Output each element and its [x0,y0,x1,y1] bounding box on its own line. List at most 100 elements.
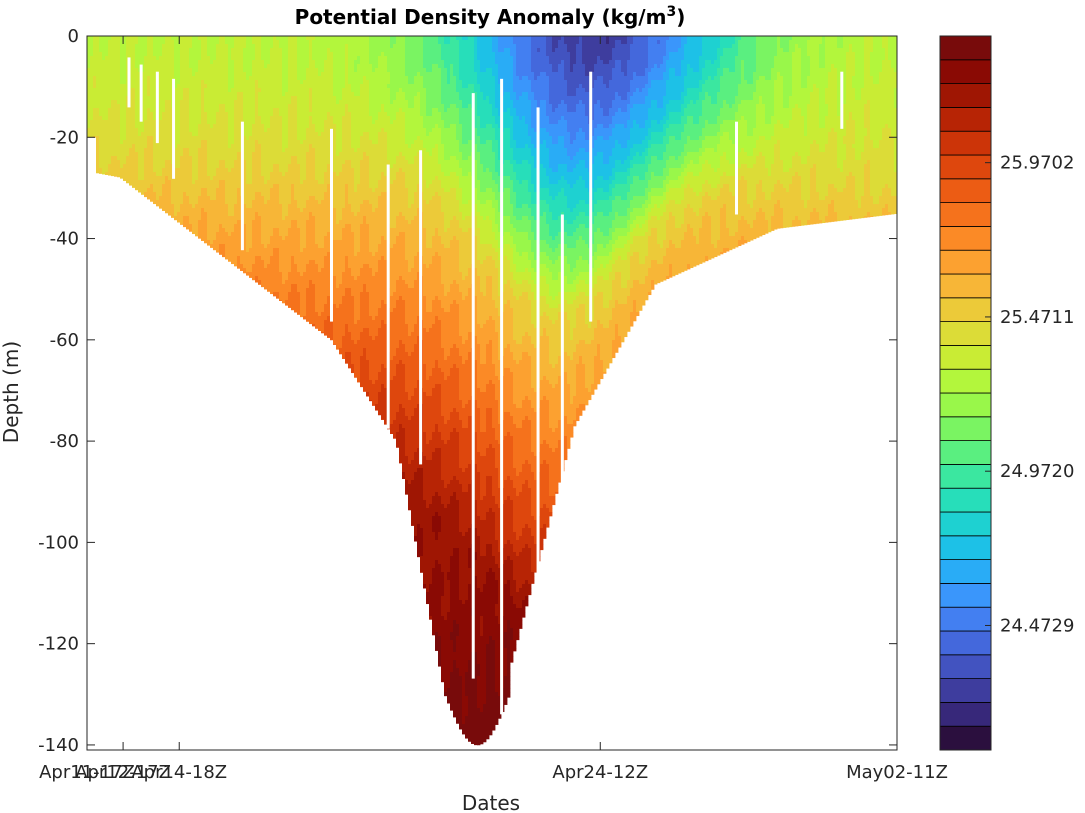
field-cell [315,328,319,329]
field-cell [99,60,103,65]
field-cell [147,88,151,93]
field-cell [321,64,325,69]
field-cell [219,64,223,69]
field-cell [108,120,112,125]
field-cell [288,204,292,209]
field-cell [228,156,232,161]
field-cell [93,132,97,137]
field-cell [183,96,187,101]
field-cell [237,216,241,221]
field-cell [279,216,283,221]
field-cell [201,176,205,181]
field-cell [216,172,220,177]
field-cell [159,128,163,133]
field-cell [231,180,235,185]
field-cell [99,168,103,173]
field-cell [102,128,106,133]
field-cell [99,92,103,97]
field-cell [111,68,115,73]
field-cell [342,264,346,269]
field-cell [90,48,94,53]
field-cell [267,212,271,217]
field-cell [327,144,331,149]
field-cell [333,180,337,185]
field-cell [318,188,322,193]
field-cell [270,180,274,185]
field-cell [318,216,322,221]
field-cell [213,164,217,169]
field-cell [183,208,187,213]
field-cell [312,260,316,265]
field-cell [294,272,298,277]
field-cell [114,152,118,157]
field-cell [246,264,250,269]
field-cell [237,172,241,177]
field-cell [279,160,283,165]
field-cell [138,164,142,169]
field-cell [282,220,286,225]
field-cell [162,76,166,81]
field-cell [276,240,280,245]
field-cell [282,124,286,129]
field-cell [117,168,121,173]
field-cell [315,116,319,121]
field-cell [186,76,190,81]
field-cell [276,160,280,165]
field-cell [129,40,133,45]
field-cell [306,48,310,53]
field-cell [234,216,238,221]
field-cell [315,180,319,185]
field-cell [306,228,310,233]
field-cell [279,116,283,121]
field-cell [318,268,322,273]
field-cell [252,240,256,245]
field-cell [216,108,220,113]
field-cell [213,140,217,145]
field-cell [129,72,133,77]
field-cell [261,252,265,257]
field-cell [189,104,193,109]
field-cell [342,64,346,69]
field-cell [264,212,268,217]
field-cell [336,244,340,249]
field-cell [174,148,178,153]
field-cell [231,208,235,213]
field-cell [231,44,235,49]
field-cell [87,48,91,53]
field-cell [282,180,286,185]
field-cell [159,60,163,65]
field-cell [348,88,352,93]
field-cell [270,132,274,137]
field-cell [168,96,172,101]
field-cell [297,200,301,205]
field-cell [255,36,259,41]
field-cell [339,352,343,355]
field-cell [243,216,247,221]
field-cell [273,128,277,133]
field-cell [237,232,241,237]
field-cell [249,84,253,89]
field-cell [345,104,349,109]
field-cell [234,248,238,253]
field-cell [288,160,292,165]
field-cell [300,88,304,93]
field-cell [213,68,217,73]
field-cell [237,68,241,73]
field-cell [273,184,277,189]
field-cell [246,76,250,81]
field-cell [351,224,355,229]
field-cell [240,72,244,77]
field-cell [183,76,187,81]
field-cell [303,308,307,313]
field-cell [306,320,310,322]
field-cell [180,160,184,165]
field-cell [294,224,298,229]
field-cell [156,148,160,153]
field-cell [216,212,220,217]
field-cell [129,172,133,177]
field-cell [177,140,181,145]
field-cell [300,212,304,217]
field-cell [165,52,169,57]
field-cell [207,100,211,105]
field-cell [231,148,235,153]
